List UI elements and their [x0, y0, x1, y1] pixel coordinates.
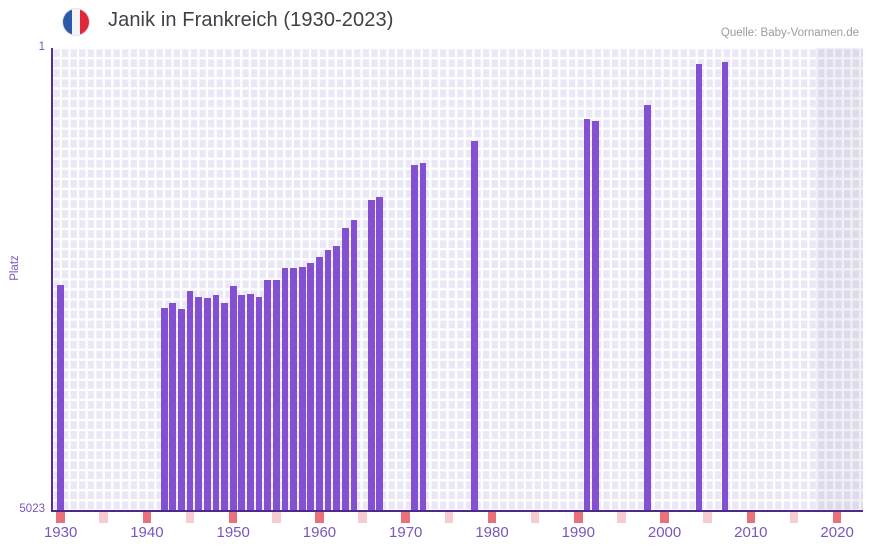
- bar-1992[interactable]: [592, 120, 599, 510]
- x-tick-2010: [746, 512, 756, 523]
- y-axis-tick-bottom: 5023: [19, 503, 45, 515]
- x-axis-label-1950: 1950: [216, 524, 250, 541]
- bar-1945[interactable]: [186, 291, 194, 510]
- plot-area: [52, 48, 863, 510]
- x-tick-1935: [99, 512, 109, 523]
- bar-1962[interactable]: [333, 245, 341, 510]
- y-axis-line: [51, 48, 53, 511]
- bar-1966[interactable]: [367, 199, 375, 510]
- bar-1956[interactable]: [281, 268, 289, 510]
- source-label: Quelle: Baby-Vornamen.de: [720, 27, 859, 39]
- x-axis-tick-labels: 1930 1940 1950 1960 1970 1980 1990 2000 2010 2020: [0, 524, 873, 548]
- x-tick-1985: [530, 512, 540, 523]
- bar-1954[interactable]: [264, 279, 272, 510]
- x-tick-1945: [185, 512, 195, 523]
- bar-1943[interactable]: [169, 303, 177, 510]
- bar-2004[interactable]: [695, 63, 703, 510]
- bar-1955[interactable]: [272, 280, 280, 510]
- y-axis-title: Platz: [9, 255, 21, 281]
- france-flag-circle-icon: [62, 8, 90, 36]
- bar-1953[interactable]: [255, 297, 263, 510]
- bar-1959[interactable]: [307, 262, 315, 510]
- x-axis-label-2000: 2000: [647, 524, 682, 541]
- x-tick-1955: [272, 512, 281, 523]
- x-axis-label-1960: 1960: [302, 524, 337, 541]
- x-tick-2015: [789, 512, 799, 523]
- x-tick-1960: [315, 512, 324, 523]
- bar-1950[interactable]: [229, 286, 237, 510]
- bar-1971[interactable]: [410, 164, 418, 510]
- x-axis-tick-marks: [52, 512, 863, 523]
- y-axis-tick-top: 1: [38, 41, 45, 53]
- bar-1998[interactable]: [643, 105, 651, 510]
- x-tick-2020: [832, 512, 842, 523]
- bar-series: [52, 48, 863, 510]
- chart-header: Janik in Frankreich (1930-2023) Quelle: …: [0, 0, 873, 44]
- x-tick-1975: [444, 512, 454, 523]
- x-axis-label-1990: 1990: [561, 524, 595, 541]
- bar-1957[interactable]: [290, 267, 297, 510]
- x-axis-label-1970: 1970: [389, 524, 423, 541]
- x-tick-1930: [56, 512, 65, 523]
- x-axis-label-2020: 2020: [820, 524, 854, 541]
- page-title: Janik in Frankreich (1930-2023): [108, 9, 394, 31]
- x-tick-1965: [358, 512, 367, 523]
- x-tick-1995: [617, 512, 626, 523]
- bar-1978[interactable]: [471, 141, 479, 510]
- x-tick-1940: [142, 512, 152, 523]
- bar-1949[interactable]: [221, 303, 228, 510]
- bar-1952[interactable]: [247, 294, 254, 510]
- bar-1991[interactable]: [583, 119, 591, 510]
- bar-1961[interactable]: [324, 249, 332, 510]
- x-tick-1970: [401, 512, 411, 523]
- x-axis-label-1980: 1980: [475, 524, 509, 541]
- bar-1972[interactable]: [419, 162, 427, 510]
- bar-1944[interactable]: [178, 309, 185, 510]
- x-tick-2000: [660, 512, 669, 523]
- x-axis-label-1940: 1940: [130, 524, 164, 541]
- x-tick-1980: [487, 512, 497, 523]
- bar-1960[interactable]: [316, 256, 323, 510]
- bar-1967[interactable]: [376, 197, 384, 510]
- bar-1964[interactable]: [350, 219, 358, 510]
- bar-1946[interactable]: [195, 297, 203, 510]
- bar-2007[interactable]: [721, 62, 729, 510]
- bar-1930[interactable]: [57, 285, 65, 510]
- bar-1942[interactable]: [160, 308, 168, 510]
- x-axis-label-2010: 2010: [734, 524, 768, 541]
- x-tick-2005: [703, 512, 712, 523]
- x-tick-1950: [228, 512, 238, 523]
- bar-1958[interactable]: [298, 267, 306, 510]
- bar-1948[interactable]: [212, 295, 220, 510]
- x-tick-1990: [573, 512, 583, 523]
- no-data-shaded-region: [815, 48, 863, 510]
- bar-1963[interactable]: [341, 227, 349, 510]
- bar-1947[interactable]: [203, 297, 211, 510]
- bar-1951[interactable]: [238, 295, 246, 510]
- x-axis-line: [51, 510, 863, 512]
- x-axis-label-1930: 1930: [43, 524, 78, 541]
